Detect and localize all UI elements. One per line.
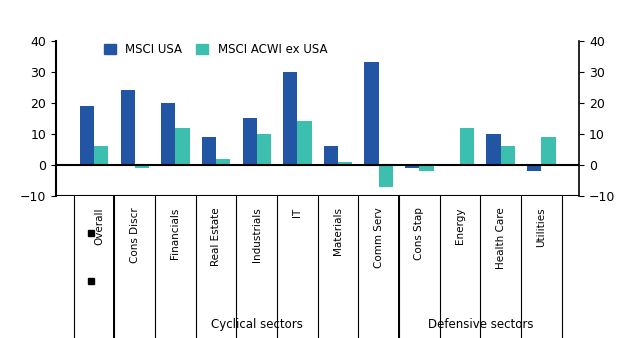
Text: Cons Discr: Cons Discr xyxy=(130,208,140,263)
Text: Energy: Energy xyxy=(455,208,465,244)
Text: Cons Stap: Cons Stap xyxy=(414,208,424,260)
Text: Health Care: Health Care xyxy=(496,208,506,269)
Bar xyxy=(94,146,108,165)
Bar xyxy=(364,62,379,165)
Bar xyxy=(135,165,149,168)
Bar xyxy=(324,146,338,165)
Bar xyxy=(501,146,515,165)
Bar xyxy=(216,159,231,165)
Bar xyxy=(405,165,419,168)
Text: IT: IT xyxy=(292,208,302,217)
Bar xyxy=(161,103,176,165)
Bar xyxy=(283,72,297,165)
Bar xyxy=(527,165,541,171)
Text: Financials: Financials xyxy=(171,208,181,259)
Text: Utilities: Utilities xyxy=(536,208,546,247)
Text: Materials: Materials xyxy=(333,208,343,256)
Bar xyxy=(176,128,189,165)
Text: Cyclical sectors: Cyclical sectors xyxy=(211,318,303,331)
Bar xyxy=(487,134,501,165)
Bar xyxy=(120,90,135,165)
Text: Defensive sectors: Defensive sectors xyxy=(427,318,533,331)
Bar xyxy=(257,134,271,165)
Bar xyxy=(338,162,352,165)
Text: Comm Serv: Comm Serv xyxy=(374,208,384,268)
Text: Overall: Overall xyxy=(94,208,104,245)
Bar xyxy=(80,106,94,165)
Bar xyxy=(242,118,257,165)
Legend: MSCI USA, MSCI ACWI ex USA: MSCI USA, MSCI ACWI ex USA xyxy=(104,43,327,56)
Bar xyxy=(419,165,434,171)
Bar xyxy=(460,128,474,165)
Text: Industrials: Industrials xyxy=(252,208,262,262)
Bar xyxy=(541,137,556,165)
Text: Real Estate: Real Estate xyxy=(211,208,221,266)
Bar xyxy=(379,165,393,187)
Bar xyxy=(202,137,216,165)
Bar xyxy=(297,121,312,165)
